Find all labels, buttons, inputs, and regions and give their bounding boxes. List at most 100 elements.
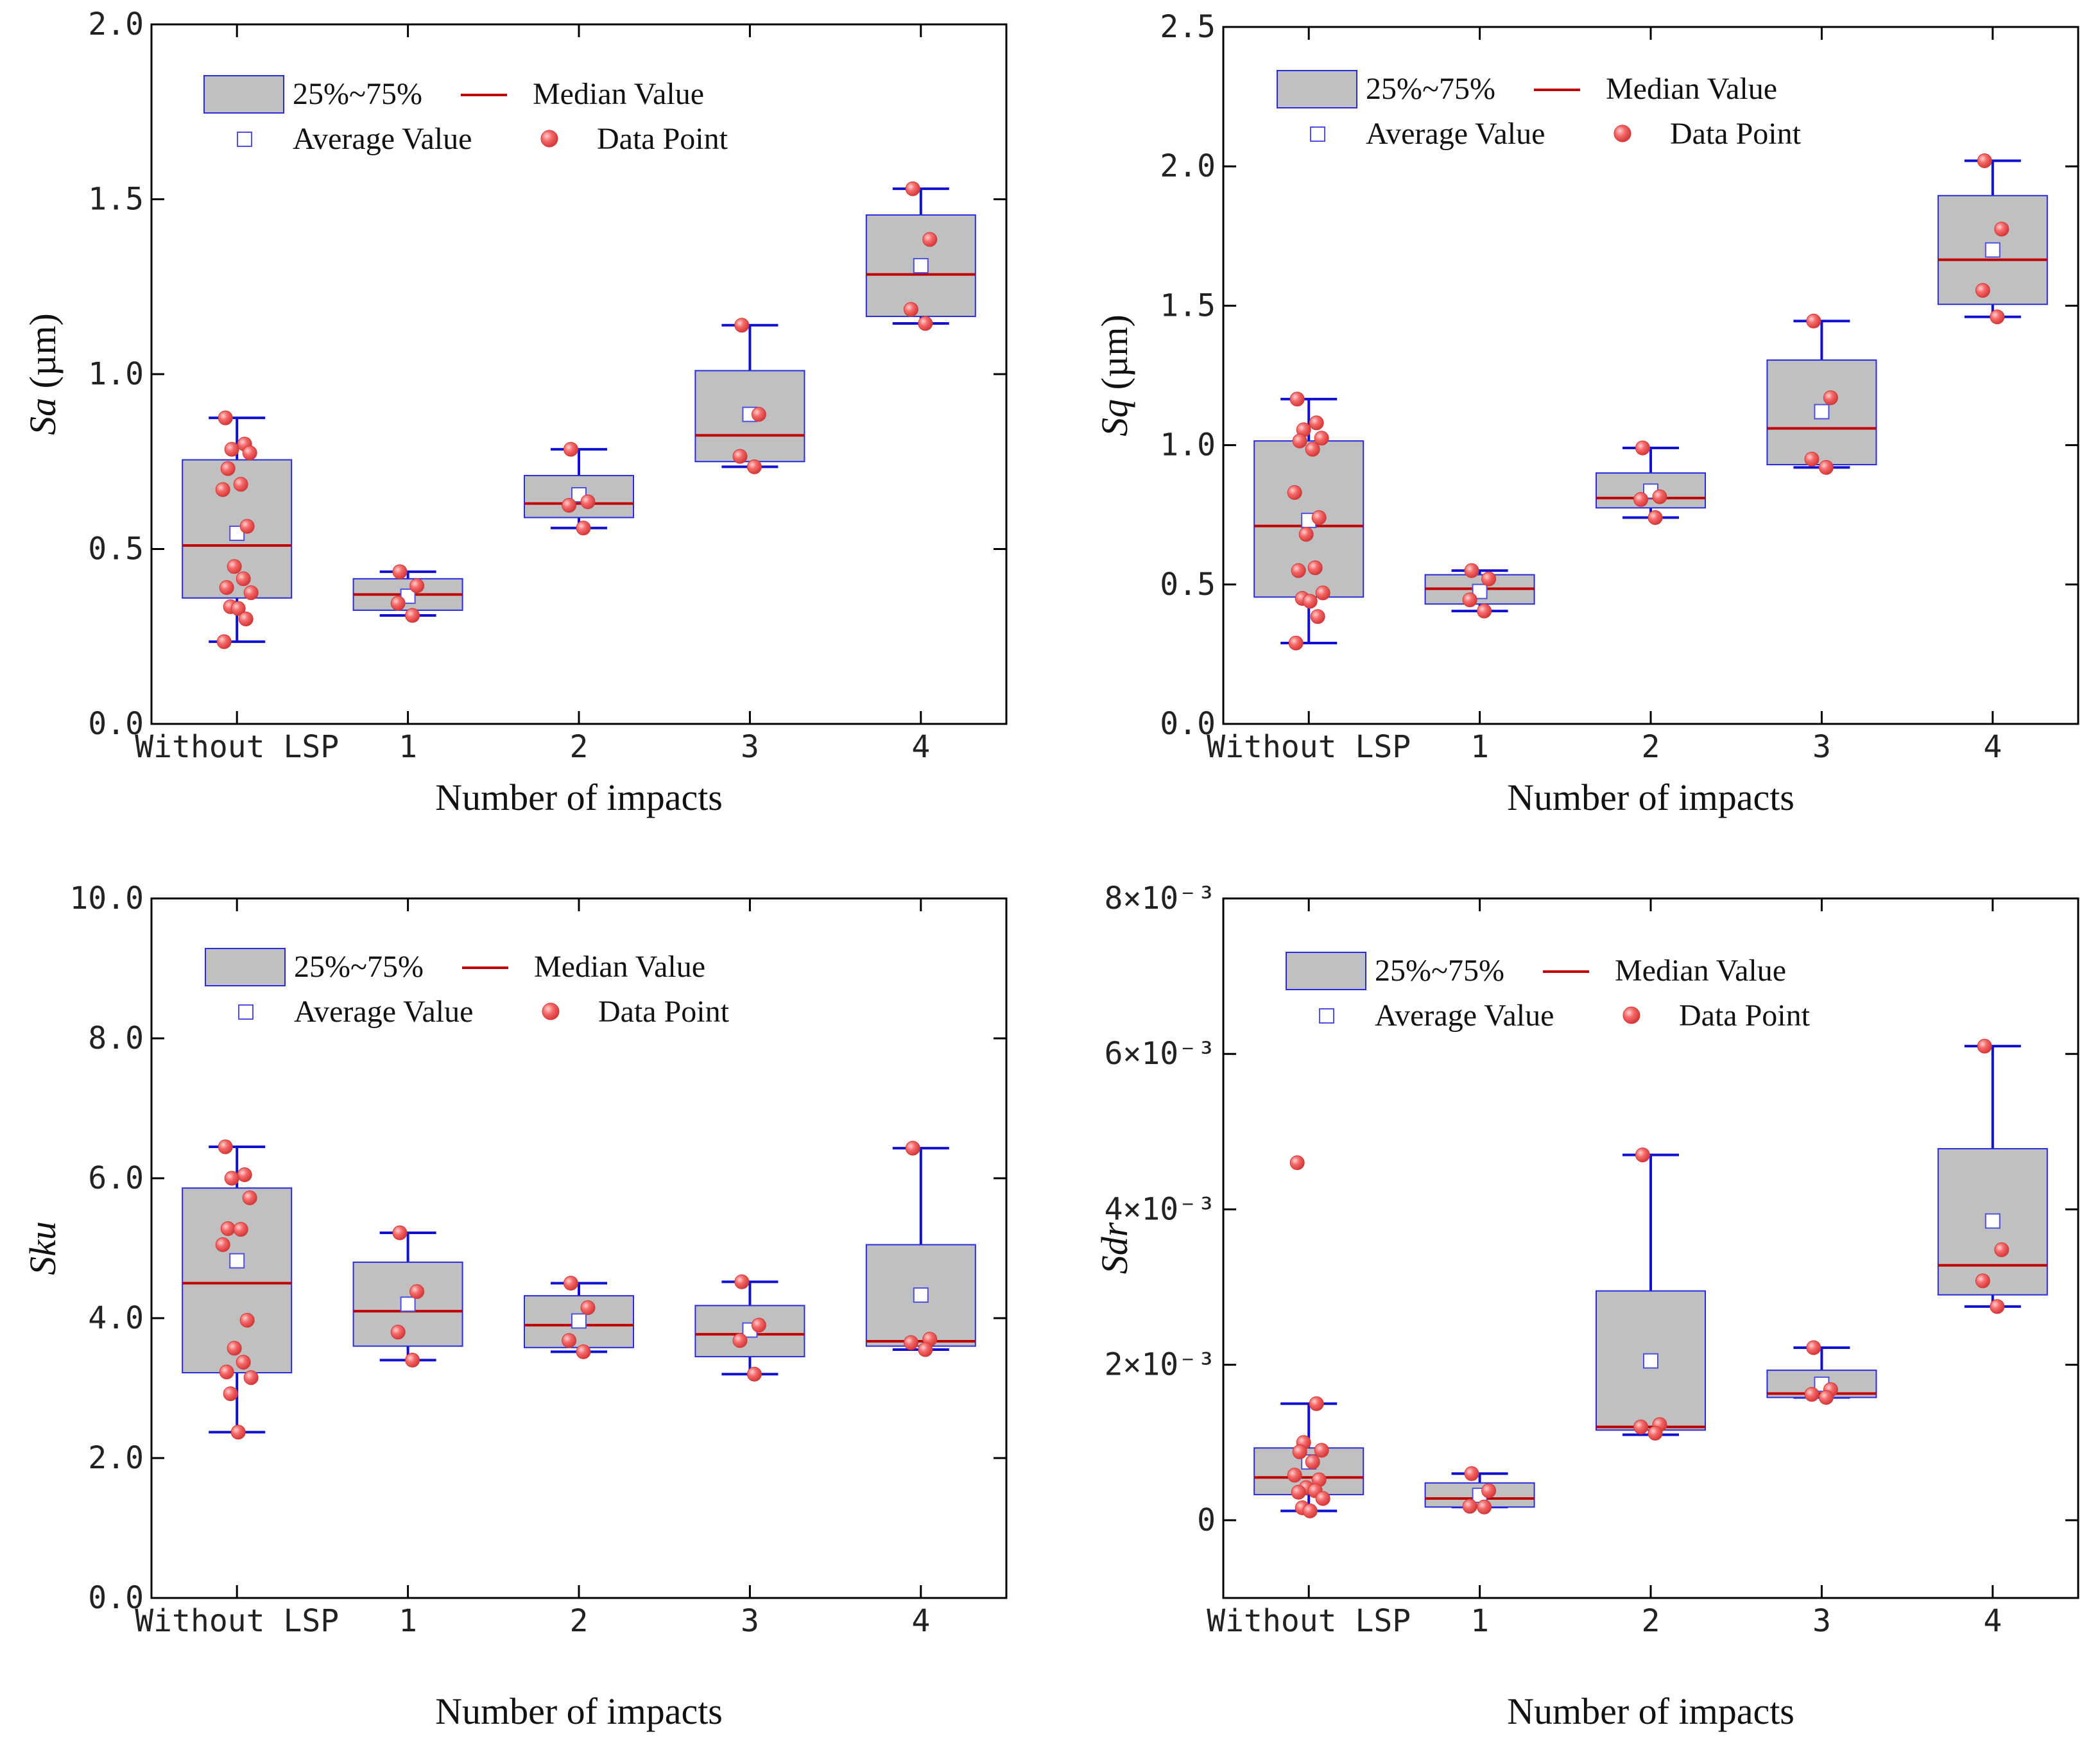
y-tick-label: 0.5 (88, 531, 144, 567)
y-tick-label: 4.0 (88, 1300, 144, 1336)
box-group (1253, 1155, 1364, 1518)
data-point (243, 585, 259, 601)
x-tick-label: 2 (1642, 1603, 1660, 1639)
box-group (694, 1274, 805, 1382)
data-point (215, 482, 230, 497)
data-point (1648, 510, 1663, 526)
legend-mean-swatch (237, 132, 252, 147)
data-point (918, 316, 933, 331)
y-tick-label: 2.0 (88, 1440, 144, 1476)
y-tick-label: 8×10⁻³ (1105, 880, 1216, 916)
box-group (1596, 1147, 1706, 1441)
data-point (1291, 1484, 1306, 1500)
data-point (220, 1221, 236, 1236)
data-point (233, 1222, 248, 1237)
x-tick-label: 3 (1812, 1603, 1831, 1639)
data-point (1633, 1420, 1649, 1435)
data-point (224, 1171, 239, 1186)
mean-marker (1814, 404, 1830, 420)
data-point (905, 1140, 920, 1156)
y-tick-label: 8.0 (88, 1020, 144, 1056)
legend-box-label: 25%~75% (1366, 72, 1495, 106)
legend-mean-swatch (1319, 1008, 1334, 1024)
x-axis-title: Number of impacts (1507, 1690, 1794, 1732)
data-point (746, 1366, 762, 1382)
x-tick-label: 4 (911, 1603, 930, 1639)
box-group (1937, 153, 2048, 325)
y-tick-label: 0.0 (88, 1580, 144, 1616)
data-point (1635, 440, 1650, 456)
y-tick-label: 6×10⁻³ (1105, 1036, 1216, 1072)
legend-mean-label: Average Value (1366, 117, 1545, 151)
data-point (239, 519, 255, 534)
legend-point-swatch (1614, 125, 1631, 142)
legend-median-label: Median Value (1615, 954, 1786, 988)
y-axis-title-symbol: Sq (1094, 399, 1135, 436)
chart-panel-sq: 0.0 0.5 1.0 1.5 2.0 2.5 Without LSP 1 2 3 4 Number … (1094, 9, 2079, 818)
data-point (1975, 1273, 1990, 1289)
data-point (732, 1333, 748, 1348)
box-group (524, 1276, 634, 1359)
data-point (562, 497, 577, 513)
data-point (1287, 485, 1302, 500)
x-tick-label: 3 (741, 729, 759, 765)
data-point (224, 442, 239, 457)
data-point (1477, 1499, 1492, 1515)
mean-marker (1643, 1353, 1658, 1369)
box-group (1253, 391, 1364, 651)
legend-mean-swatch (238, 1004, 254, 1020)
data-point (1310, 609, 1325, 624)
box-group (1766, 1340, 1877, 1405)
y-tick-label: 6.0 (88, 1160, 144, 1196)
legend-median-label: Median Value (1606, 72, 1777, 106)
legend-mean-swatch (1310, 126, 1325, 142)
y-axis-title: Sku (22, 1221, 64, 1275)
legend-point-swatch (540, 130, 558, 148)
x-tick-label: Without LSP (1207, 1603, 1411, 1639)
y-tick-label: 4×10⁻³ (1105, 1191, 1216, 1227)
y-tick-label: 1.5 (88, 182, 144, 218)
x-tick-label: 1 (399, 1603, 417, 1639)
legend: 25%~75% Median Value Average Value Data Poi… (205, 948, 730, 1029)
legend-box-swatch (205, 948, 286, 986)
data-point (227, 1341, 242, 1356)
data-point (409, 578, 425, 594)
x-axis-title: Number of impacts (435, 1690, 723, 1732)
data-point (580, 494, 596, 510)
chart-panel-sdr: 0 2×10⁻³ 4×10⁻³ 6×10⁻³ 8×10⁻³ Without LSP 1 2 3 4… (1094, 880, 2079, 1732)
legend: 25%~75% Median Value Average Value Data Poi… (1286, 952, 1811, 1033)
legend-box-swatch (1277, 70, 1357, 108)
data-point (1994, 221, 2010, 237)
data-point (1314, 1443, 1329, 1458)
data-point (1309, 415, 1324, 431)
x-tick-label: 1 (1470, 729, 1489, 765)
data-point (1307, 560, 1323, 576)
data-point (230, 601, 246, 616)
x-tick-label: Without LSP (1207, 729, 1411, 765)
mean-marker (571, 1313, 587, 1329)
legend-box-label: 25%~75% (1375, 954, 1504, 988)
data-point (219, 1364, 234, 1380)
x-tick-label: 4 (911, 729, 930, 765)
data-point (562, 1333, 577, 1348)
box-group (352, 1225, 463, 1368)
data-point (1977, 153, 1992, 169)
legend-mean-label: Average Value (293, 122, 472, 156)
plot-frame (150, 23, 1008, 725)
legend-point-swatch (1622, 1006, 1640, 1024)
data-point (218, 410, 233, 425)
legend-point-label: Data Point (1670, 117, 1802, 151)
x-tick-label: 1 (1470, 1603, 1489, 1639)
data-point (409, 1284, 425, 1300)
data-point (580, 1300, 596, 1316)
data-point (239, 1312, 255, 1328)
mean-marker (1984, 1213, 2001, 1229)
box-group (1596, 440, 1706, 526)
iqr-box (524, 475, 634, 519)
y-tick-label: 1.0 (88, 356, 144, 392)
legend-point-label: Data Point (597, 122, 728, 156)
data-point (392, 564, 408, 580)
y-axis-title: Sq (µm) (1094, 314, 1135, 436)
data-point (1288, 635, 1304, 651)
